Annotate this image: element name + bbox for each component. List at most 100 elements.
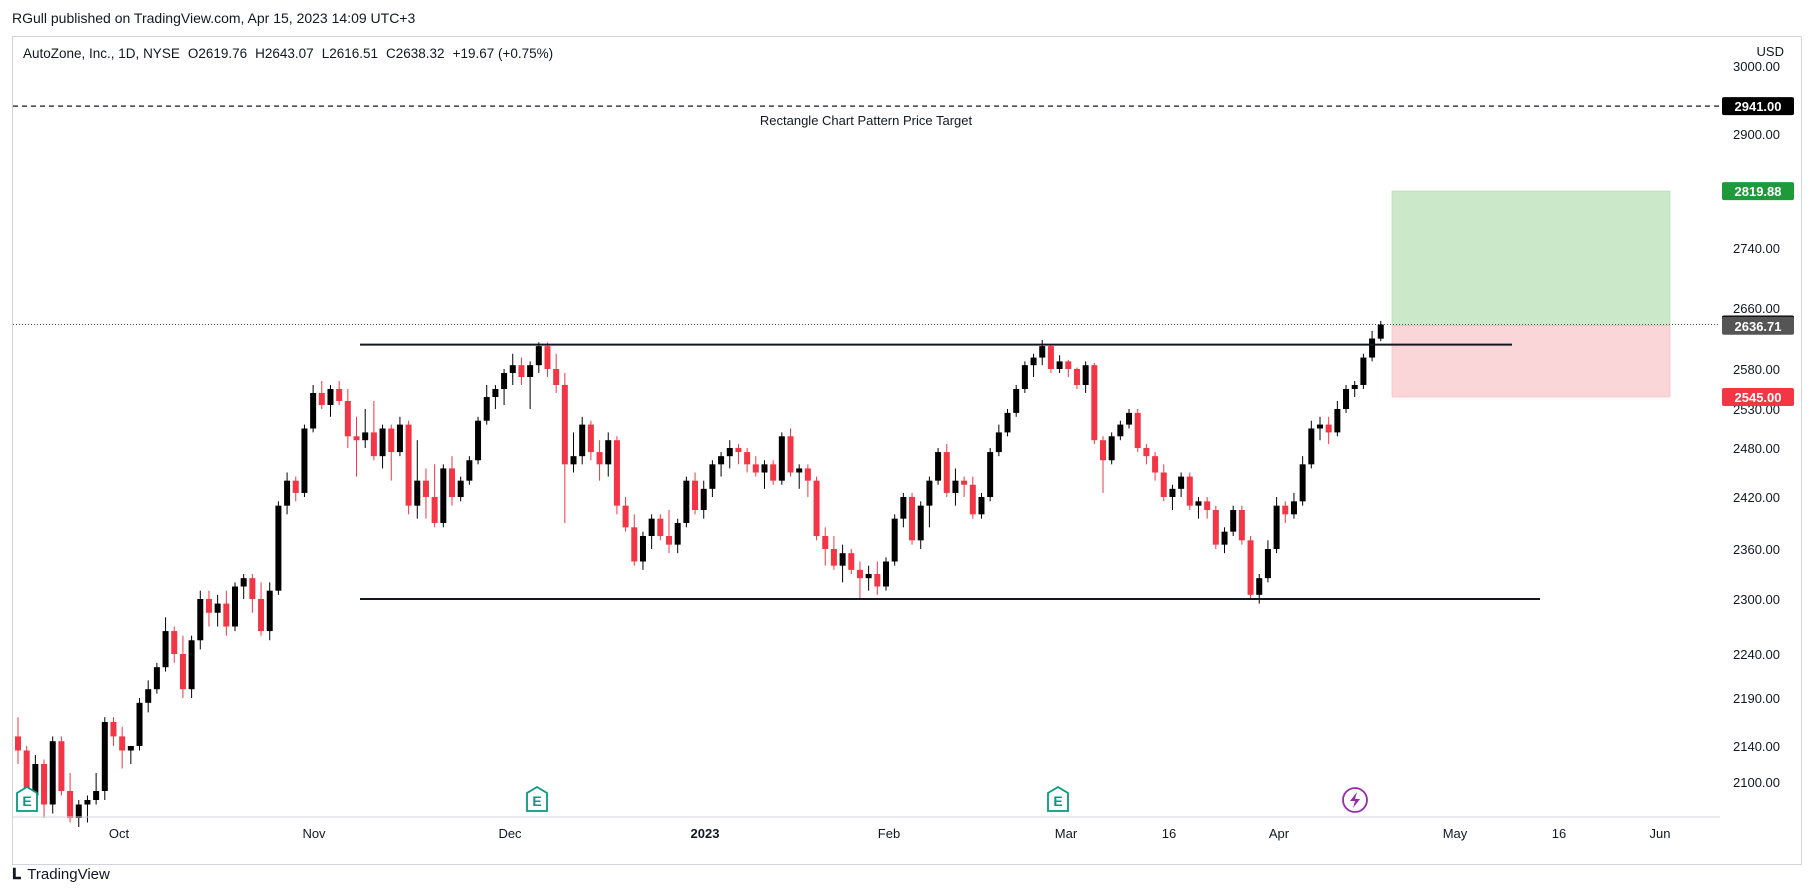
x-axis-tick-label: Mar: [1055, 826, 1078, 841]
candle-body: [310, 393, 317, 429]
candle-body: [1108, 436, 1115, 461]
candle-body: [596, 452, 603, 465]
earnings-e-icon[interactable]: E: [526, 785, 548, 812]
candle-body: [770, 464, 777, 481]
candle-body: [440, 468, 447, 523]
candle-body: [205, 599, 212, 613]
candle-body: [171, 631, 178, 654]
candle-body: [683, 480, 690, 523]
candle-body: [1290, 501, 1297, 515]
candle-body: [214, 603, 221, 613]
candle-body: [1343, 389, 1350, 409]
earnings-letter: E: [532, 793, 541, 809]
candle-body: [1013, 389, 1020, 413]
candle-body: [1204, 501, 1211, 510]
price-label-target-line: [1722, 97, 1794, 116]
candle-body: [449, 468, 455, 497]
candle-body: [692, 480, 699, 510]
candle-body: [935, 452, 942, 481]
x-axis-tick-label: May: [1443, 826, 1468, 841]
candle-body: [969, 484, 976, 515]
y-axis-tick-label: 2900.00: [1733, 127, 1780, 142]
candle-body: [1126, 412, 1133, 425]
tradingview-logo-icon: 𝐋: [12, 866, 22, 883]
candle-body: [1134, 412, 1141, 448]
candle-body: [987, 452, 994, 497]
y-axis-tick-label: 2190.00: [1733, 691, 1780, 706]
candle-body: [535, 346, 542, 366]
candle-body: [75, 804, 82, 818]
candle-body: [865, 574, 872, 579]
candle-body: [1082, 365, 1089, 385]
candle-body: [457, 480, 464, 497]
candle-body: [622, 505, 629, 528]
candle-body: [657, 518, 664, 536]
candle-body: [1091, 365, 1098, 441]
candle-body: [1256, 578, 1263, 595]
candle-body: [1178, 476, 1185, 489]
candle-body: [318, 393, 325, 405]
candle-body: [110, 722, 117, 737]
candle-body: [119, 736, 126, 751]
candle-body: [1273, 505, 1280, 549]
x-axis-tick-label: 2023: [691, 826, 720, 841]
candle-body: [735, 448, 742, 453]
ohlc-change: +19.67 (+0.75%): [452, 46, 554, 61]
candle-body: [32, 764, 39, 796]
candle-body: [613, 440, 620, 506]
candle-body: [1264, 549, 1271, 579]
candle-body: [839, 553, 846, 566]
candle-body: [197, 599, 204, 641]
candle-body: [752, 464, 759, 473]
candle-body: [153, 667, 160, 690]
candle-body: [58, 741, 65, 791]
x-axis-tick-label: 16: [1162, 826, 1176, 841]
candle-body: [344, 401, 351, 437]
candle-body: [1247, 540, 1254, 595]
candle-body: [1047, 346, 1054, 369]
candle-body: [379, 428, 386, 457]
earnings-badge: [16, 785, 38, 812]
x-axis-tick-label: Oct: [109, 826, 130, 841]
y-axis-tick-label: 2580.00: [1733, 362, 1780, 377]
lightning-icon[interactable]: [1342, 787, 1368, 813]
tradingview-logo[interactable]: 𝐋 TradingView: [12, 866, 110, 883]
y-axis-tick-label: 2140.00: [1733, 739, 1780, 754]
earnings-e-icon[interactable]: E: [1047, 785, 1069, 812]
candle-body: [926, 480, 933, 506]
candle-body: [327, 389, 334, 405]
symbol-legend: AutoZone, Inc., 1D, NYSE O2619.76 H2643.07…: [23, 46, 561, 61]
ohlc-close: C2638.32: [386, 46, 445, 61]
symbol-name[interactable]: AutoZone, Inc., 1D, NYSE: [23, 46, 180, 61]
earnings-letter: E: [1053, 793, 1062, 809]
candle-body: [1221, 531, 1228, 545]
candle-body: [93, 791, 100, 800]
candle-body: [813, 480, 820, 536]
candle-body: [874, 574, 881, 587]
candle-body: [101, 722, 108, 791]
candle-body: [726, 448, 733, 457]
candle-body: [475, 420, 482, 461]
candle-body: [674, 523, 681, 545]
candle-body: [1143, 448, 1150, 457]
earnings-badge: [526, 785, 548, 812]
candle-body: [1334, 409, 1341, 433]
candle-body: [544, 346, 551, 369]
price-label-text: 2636.71: [1735, 319, 1782, 334]
candle-body: [709, 464, 716, 489]
candle-body: [162, 631, 169, 668]
candle-body: [978, 497, 985, 515]
candle-body: [232, 586, 238, 627]
candle-body: [917, 505, 924, 541]
y-axis-tick-label: 3000.00: [1733, 59, 1780, 74]
earnings-e-icon[interactable]: E: [16, 785, 38, 812]
candle-body: [639, 536, 646, 562]
x-axis-tick-label: Dec: [498, 826, 522, 841]
candle-body: [1100, 440, 1106, 461]
candle-body: [179, 654, 186, 690]
price-label-take-profit: [1722, 182, 1794, 201]
price-label-entry: [1722, 316, 1794, 335]
currency-label[interactable]: USD: [1756, 44, 1784, 59]
x-axis-tick-label: Nov: [302, 826, 326, 841]
